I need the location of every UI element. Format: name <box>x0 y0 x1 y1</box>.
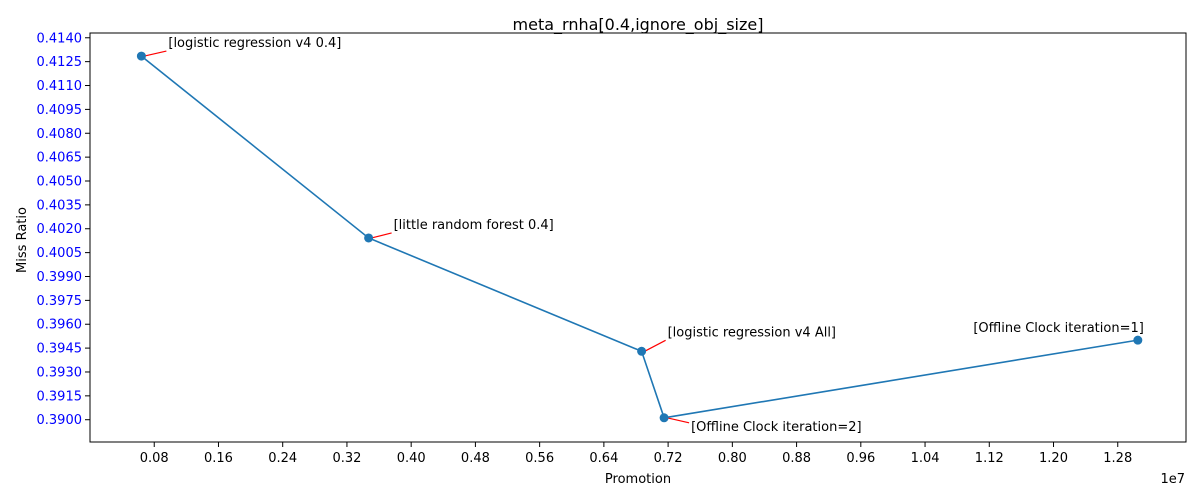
x-tick-label: 0.16 <box>204 451 233 466</box>
y-tick-label: 0.4035 <box>37 198 83 213</box>
annotation-arrow <box>371 232 392 239</box>
point-annotation: [Offline Clock iteration=1] <box>973 321 1143 336</box>
x-tick-label: 0.56 <box>525 451 554 466</box>
x-tick-label: 1.28 <box>1103 451 1132 466</box>
plot-frame <box>89 32 1187 443</box>
point-annotation: [logistic regression v4 0.4] <box>168 36 341 51</box>
data-point <box>136 51 146 61</box>
x-tick-label: 0.80 <box>718 451 747 466</box>
x-tick-label: 0.64 <box>589 451 618 466</box>
y-tick-label: 0.4020 <box>37 222 83 237</box>
y-tick-label: 0.3975 <box>37 294 83 309</box>
y-tick-label: 0.3915 <box>37 389 83 404</box>
y-tick-label: 0.4140 <box>37 31 83 46</box>
annotation-arrow <box>644 339 666 352</box>
x-tick-label: 0.48 <box>461 451 490 466</box>
y-tick-label: 0.3900 <box>37 413 83 428</box>
y-tick-label: 0.4080 <box>37 127 83 142</box>
x-tick-label: 0.40 <box>397 451 426 466</box>
data-point <box>1133 335 1143 345</box>
y-tick-label: 0.3945 <box>37 342 83 357</box>
point-annotation: [little random forest 0.4] <box>394 218 554 233</box>
x-tick-label: 1.20 <box>1039 451 1068 466</box>
x-tick-label: 0.72 <box>654 451 683 466</box>
y-tick-label: 0.4125 <box>37 55 83 70</box>
y-tick-label: 0.4050 <box>37 175 83 190</box>
plot-area: 0.08 0.16 0.24 0.32 0.40 0.48 0.56 0.64 0.72 0.80… <box>37 31 1187 466</box>
annotation-arrow <box>144 50 167 57</box>
data-point <box>637 346 647 356</box>
point-annotation: [Offline Clock iteration=2] <box>691 420 861 435</box>
data-point <box>364 233 374 243</box>
x-tick-label: 0.24 <box>268 451 297 466</box>
chart-title: meta_rnha[0.4,ignore_obj_size] <box>513 15 764 35</box>
point-annotation: [logistic regression v4 All] <box>668 325 836 340</box>
x-offset-text: 1e7 <box>1160 472 1185 487</box>
x-axis-label: Promotion <box>605 472 671 487</box>
y-tick-label: 0.4005 <box>37 246 83 261</box>
data-point <box>659 413 669 423</box>
x-tick-label: 0.96 <box>846 451 875 466</box>
x-tick-label: 0.32 <box>332 451 361 466</box>
y-tick-label: 0.3960 <box>37 318 83 333</box>
x-tick-label: 0.88 <box>782 451 811 466</box>
y-tick-label: 0.3930 <box>37 365 83 380</box>
y-tick-label: 0.3990 <box>37 270 83 285</box>
y-axis-label: Miss Ratio <box>15 207 30 273</box>
y-tick-label: 0.4095 <box>37 103 83 118</box>
x-tick-label: 1.04 <box>911 451 940 466</box>
x-tick-label: 1.12 <box>975 451 1004 466</box>
x-tick-label: 0.08 <box>140 451 169 466</box>
annotation-arrow <box>666 417 690 424</box>
y-tick-label: 0.4110 <box>37 79 83 94</box>
series-line <box>140 55 1138 419</box>
y-tick-label: 0.4065 <box>37 151 83 166</box>
